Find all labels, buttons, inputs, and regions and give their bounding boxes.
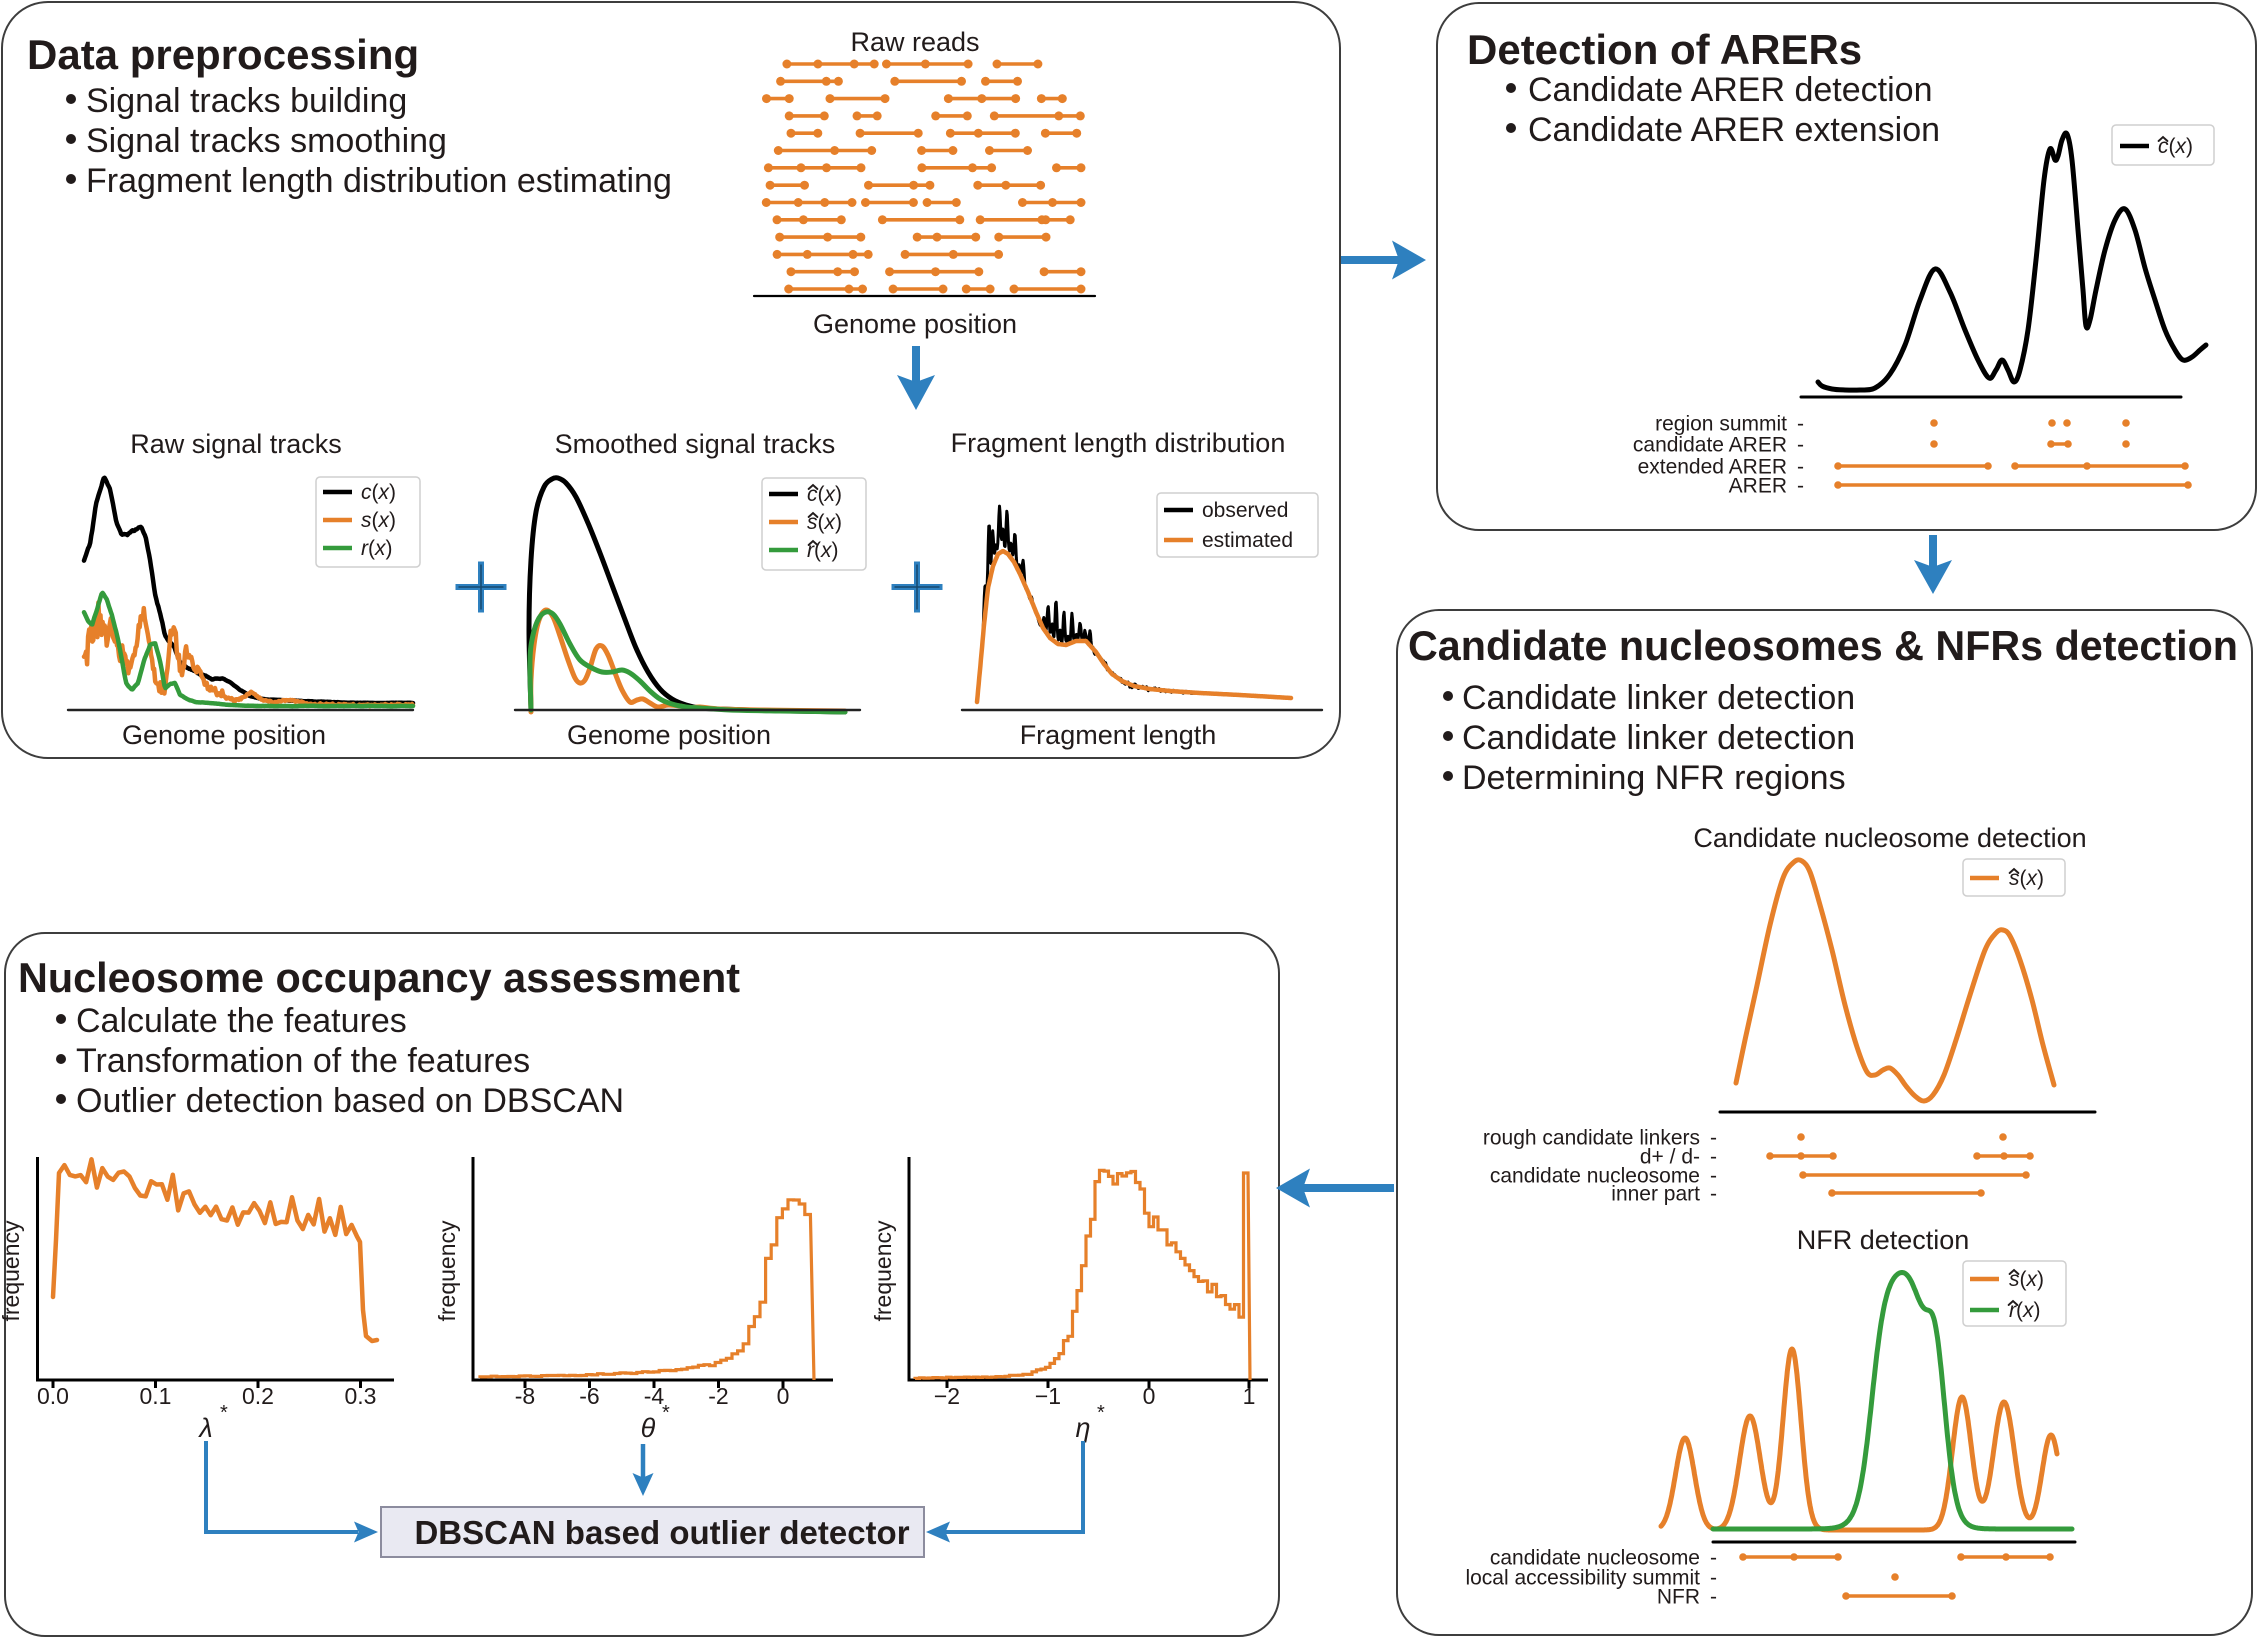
svg-text:0: 0 [1143,1383,1156,1409]
svg-text:−1: −1 [1035,1383,1061,1409]
svg-text:Fragment length distribution: Fragment length distribution [951,428,1286,458]
svg-text:extended ARER: extended ARER [1638,456,1787,479]
svg-text:candidate nucleosome: candidate nucleosome [1490,1547,1700,1570]
svg-text:*: * [662,1402,670,1424]
svg-text:frequency: frequency [870,1220,896,1322]
svg-text:0: 0 [777,1383,790,1409]
svg-text:0.3: 0.3 [345,1383,377,1409]
svg-text:-: - [1710,1127,1717,1150]
svg-text:Signal tracks building: Signal tracks building [86,82,407,120]
svg-text:c(x): c(x) [361,481,396,504]
svg-text:-: - [1710,1586,1717,1609]
svg-text:1: 1 [1243,1383,1256,1409]
svg-text:estimated: estimated [1202,529,1293,552]
svg-text:Genome position: Genome position [813,309,1017,339]
svg-text:-2: -2 [708,1383,728,1409]
svg-text:Detection of ARERs: Detection of ARERs [1467,26,1862,73]
svg-text:0.0: 0.0 [37,1383,69,1409]
svg-text:-: - [1710,1567,1717,1590]
svg-text:*: * [1097,1402,1105,1424]
svg-text:-4: -4 [644,1383,665,1409]
svg-text:s(x): s(x) [361,509,396,532]
svg-text:0.1: 0.1 [140,1383,172,1409]
svg-text:NFR: NFR [1657,1586,1700,1609]
svg-text:-8: -8 [515,1383,535,1409]
svg-text:ARER: ARER [1729,475,1787,498]
svg-text:observed: observed [1202,499,1288,522]
svg-text:Nucleosome occupancy assessmen: Nucleosome occupancy assessment [18,954,740,1001]
svg-text:Candidate nucleosome detection: Candidate nucleosome detection [1693,823,2086,853]
svg-text:frequency: frequency [0,1220,24,1322]
svg-text:Candidate ARER detection: Candidate ARER detection [1528,71,1932,109]
svg-text:candidate nucleosome: candidate nucleosome [1490,1165,1700,1188]
svg-text:-: - [1797,413,1804,436]
svg-text:Candidate linker detection: Candidate linker detection [1462,679,1855,717]
svg-text:local accessibility summit: local accessibility summit [1465,1567,1700,1590]
svg-text:-: - [1797,434,1804,457]
svg-text:Candidate ARER extension: Candidate ARER extension [1528,111,1940,149]
svg-text:Candidate nucleosomes & NFRs d: Candidate nucleosomes & NFRs detection [1408,622,2238,669]
svg-text:Smoothed signal tracks: Smoothed signal tracks [555,429,836,459]
svg-text:Raw signal tracks: Raw signal tracks [130,429,342,459]
svg-text:Data preprocessing: Data preprocessing [27,31,419,78]
svg-text:Signal tracks smoothing: Signal tracks smoothing [86,122,447,160]
svg-text:Transformation of the features: Transformation of the features [76,1042,530,1080]
svg-text:Calculate the features: Calculate the features [76,1002,407,1040]
svg-text:λ: λ [197,1413,212,1443]
svg-text:−2: −2 [934,1383,960,1409]
svg-text:frequency: frequency [434,1220,460,1322]
svg-text:-6: -6 [579,1383,599,1409]
svg-text:DBSCAN based outlier detector: DBSCAN based outlier detector [414,1514,909,1551]
svg-text:Outlier detection based on DBS: Outlier detection based on DBSCAN [76,1082,624,1120]
svg-text:Genome position: Genome position [567,720,771,750]
svg-text:r(x): r(x) [361,537,393,560]
svg-text:inner part: inner part [1611,1183,1700,1206]
svg-text:Fragment length: Fragment length [1020,720,1217,750]
svg-text:Candidate linker detection: Candidate linker detection [1462,719,1855,757]
svg-text:*: * [220,1402,228,1424]
svg-text:NFR detection: NFR detection [1797,1225,1970,1255]
svg-text:Fragment length distribution e: Fragment length distribution estimating [86,162,672,200]
svg-text:-: - [1710,1146,1717,1169]
svg-text:rough candidate linkers: rough candidate linkers [1483,1127,1700,1150]
svg-text:Raw reads: Raw reads [850,27,979,57]
svg-text:-: - [1710,1165,1717,1188]
svg-text:Determining NFR regions: Determining NFR regions [1462,759,1846,797]
svg-text:-: - [1797,475,1804,498]
svg-text:0.2: 0.2 [242,1383,274,1409]
svg-text:-: - [1710,1547,1717,1570]
svg-text:-: - [1797,456,1804,479]
svg-text:Genome position: Genome position [122,720,326,750]
svg-text:θ: θ [641,1413,656,1443]
svg-text:-: - [1710,1183,1717,1206]
svg-text:r(x): r(x) [807,539,839,562]
svg-text:η: η [1076,1413,1091,1443]
svg-text:candidate ARER: candidate ARER [1633,434,1787,457]
svg-text:d+ / d-: d+ / d- [1640,1146,1700,1169]
svg-text:region summit: region summit [1655,413,1787,436]
